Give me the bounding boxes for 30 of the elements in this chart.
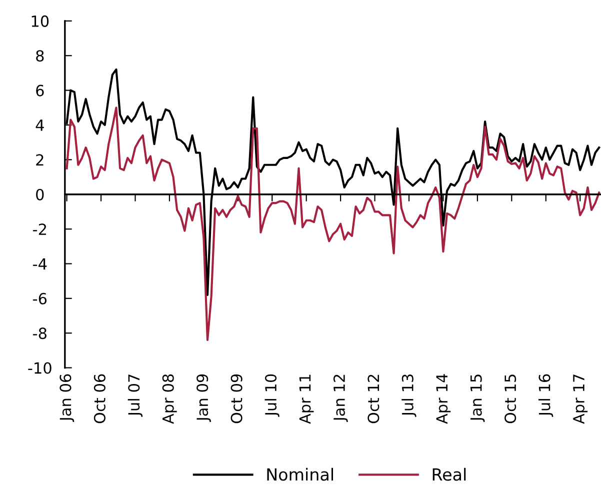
y-tick-label: 0 — [36, 188, 44, 200]
y-tick-label: 2 — [36, 154, 44, 166]
x-tick-label: Oct 06 — [94, 374, 106, 424]
y-tick-label: 4 — [36, 120, 44, 131]
x-tick-label: Oct 09 — [230, 374, 242, 424]
y-tick-label: -8 — [33, 328, 46, 340]
x-tick-label: Jan 06 — [60, 374, 74, 422]
x-tick-label: Jan 12 — [333, 374, 348, 422]
line-series — [66, 106, 600, 342]
y-tick-label: 6 — [36, 84, 44, 96]
x-tick-label: Jan 09 — [196, 374, 211, 422]
legend-label: Real — [432, 468, 466, 481]
x-tick-label: Apr 11 — [299, 374, 314, 424]
x-tick-label: Jul 16 — [538, 374, 554, 417]
x-tick-label: Apr 14 — [436, 374, 451, 424]
y-tick-label: -10 — [28, 362, 52, 374]
y-tick-label: -2 — [33, 224, 46, 235]
y-tick-label: -4 — [33, 258, 47, 270]
x-tick-label: Apr 08 — [162, 374, 177, 424]
x-tick-label: Jul 13 — [402, 374, 416, 417]
y-tick-label: 8 — [36, 50, 44, 62]
x-tick-label: Oct 15 — [504, 374, 516, 424]
legend-label: Nominal — [267, 468, 333, 481]
x-tick-label: Apr 17 — [573, 374, 588, 424]
y-tick-label: 10 — [32, 15, 49, 27]
x-tick-label: Oct 12 — [368, 374, 380, 424]
x-tick-label: Jul 10 — [264, 374, 280, 417]
x-tick-label: Jul 07 — [128, 374, 143, 417]
y-tick-label: -6 — [33, 292, 47, 304]
x-tick-label: Jan 15 — [470, 374, 485, 422]
